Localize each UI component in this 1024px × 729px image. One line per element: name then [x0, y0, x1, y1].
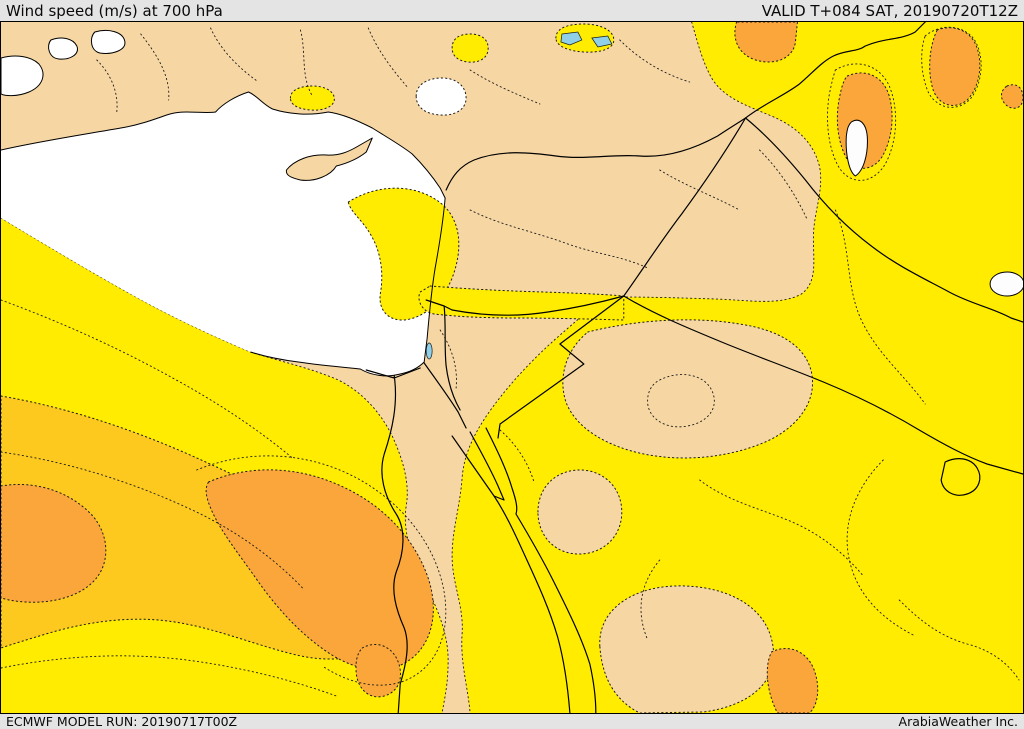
border-turkey-syria — [445, 117, 747, 191]
contour-lines — [1, 26, 1020, 697]
dead-sea — [425, 342, 433, 360]
lake-tharthar — [845, 119, 868, 177]
nile-river — [365, 367, 421, 713]
wind-band-yellow-levant — [347, 187, 625, 321]
border-iraq-saudi — [623, 295, 1023, 475]
border-jordan-saudi — [497, 295, 625, 439]
gulf-of-aqaba-west-coast — [469, 431, 505, 501]
lake-turkey-east — [591, 35, 613, 48]
brand-label: ArabiaWeather Inc. — [898, 714, 1018, 729]
border-kuwait — [940, 458, 981, 496]
title-bar: Wind speed (m/s) at 700 hPa VALID T+084 … — [0, 0, 1024, 22]
border-iraq-iran — [744, 117, 1023, 323]
gulf-inlet-right-edge — [989, 271, 1023, 297]
wind-speed-map-canvas — [1, 22, 1023, 713]
red-sea-coast-west — [451, 435, 571, 713]
country-borders — [365, 22, 1023, 713]
border-syria-jordan — [451, 295, 625, 316]
border-israel-egypt — [423, 362, 467, 429]
status-bar: ECMWF MODEL RUN: 20190717T00Z ArabiaWeat… — [0, 713, 1024, 729]
red-sea-coast-east — [485, 427, 597, 713]
lakes — [425, 31, 613, 360]
map-title: Wind speed (m/s) at 700 hPa — [6, 1, 223, 20]
low-wind-white-spots — [1, 29, 1023, 297]
tan-low-band-islands — [537, 319, 814, 713]
aegean-sea-patch — [1, 55, 44, 97]
border-israel-jordan — [425, 299, 461, 411]
wind-band-orange-southwest — [1, 469, 434, 698]
marmara-sea-patch — [90, 29, 126, 54]
border-syria-iraq — [623, 117, 747, 297]
valid-time-label: VALID T+084 SAT, 20190720T12Z — [761, 1, 1018, 20]
weather-map — [0, 22, 1024, 713]
border-turkey-iran — [744, 22, 926, 119]
model-run-label: ECMWF MODEL RUN: 20190717T00Z — [6, 714, 238, 729]
lake-turkey-west — [560, 31, 583, 46]
cyprus-island — [285, 137, 373, 181]
wind-band-orange-east — [734, 22, 1023, 713]
